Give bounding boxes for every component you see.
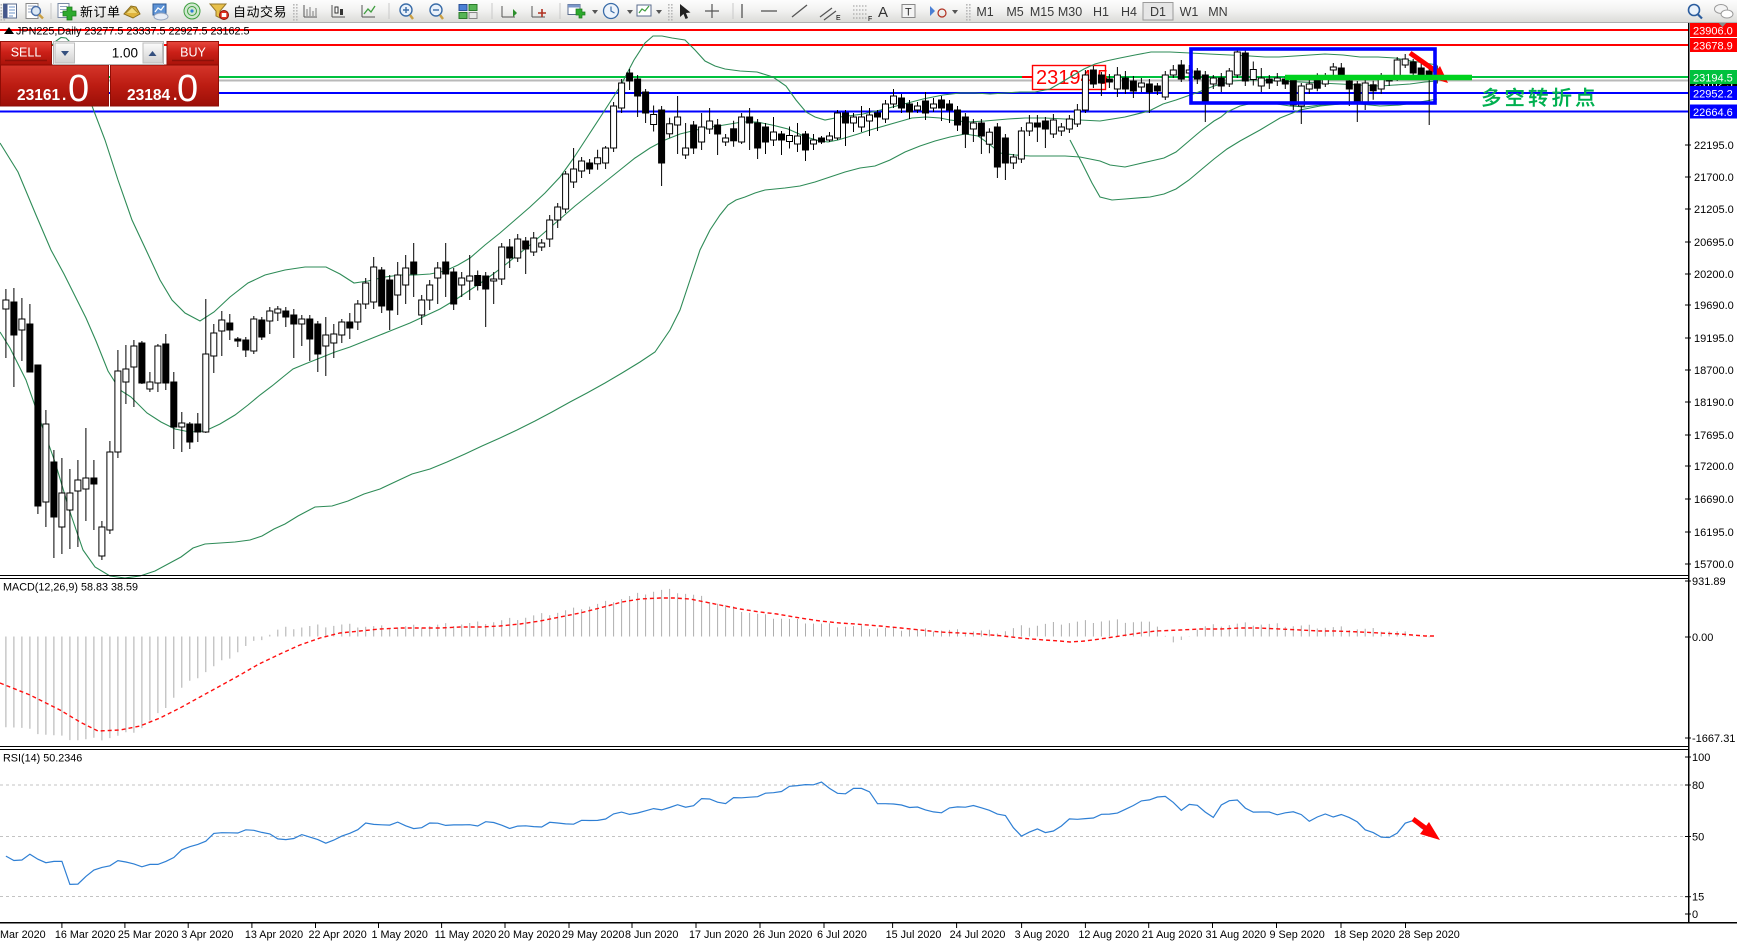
svg-text:16690.0: 16690.0: [1694, 494, 1734, 506]
svg-text:0: 0: [177, 68, 198, 110]
svg-text:5 Mar 2020: 5 Mar 2020: [0, 929, 46, 941]
svg-text:15: 15: [1692, 892, 1704, 904]
svg-text:1 May 2020: 1 May 2020: [372, 929, 428, 941]
svg-text:11 May 2020: 11 May 2020: [435, 929, 497, 941]
svg-text:23194.5: 23194.5: [1036, 67, 1108, 89]
svg-text:18 Sep 2020: 18 Sep 2020: [1334, 929, 1395, 941]
svg-text:8 Jun 2020: 8 Jun 2020: [625, 929, 678, 941]
svg-text:6 Jul 2020: 6 Jul 2020: [817, 929, 867, 941]
svg-text:100: 100: [1692, 752, 1710, 764]
svg-text:22 Apr 2020: 22 Apr 2020: [309, 929, 367, 941]
svg-text:M1: M1: [976, 5, 993, 19]
svg-text:17 Jun 2020: 17 Jun 2020: [689, 929, 748, 941]
svg-text:29 May 2020: 29 May 2020: [562, 929, 624, 941]
svg-text:MACD(12,26,9) 58.83 38.59: MACD(12,26,9) 58.83 38.59: [3, 582, 138, 594]
svg-text:15700.0: 15700.0: [1694, 559, 1734, 571]
svg-text:19690.0: 19690.0: [1694, 300, 1734, 312]
svg-text:.: .: [173, 87, 177, 104]
svg-text:25 Mar 2020: 25 Mar 2020: [118, 929, 179, 941]
svg-text:18700.0: 18700.0: [1694, 365, 1734, 377]
svg-text:3 Apr 2020: 3 Apr 2020: [181, 929, 233, 941]
svg-text:MN: MN: [1208, 5, 1227, 19]
svg-text:16 Mar 2020: 16 Mar 2020: [55, 929, 116, 941]
svg-text:22952.2: 22952.2: [1693, 89, 1733, 101]
svg-text:0: 0: [68, 68, 89, 110]
svg-text:18190.0: 18190.0: [1694, 397, 1734, 409]
svg-text:16195.0: 16195.0: [1694, 527, 1734, 539]
svg-text:H4: H4: [1121, 5, 1137, 19]
svg-text:21205.0: 21205.0: [1694, 204, 1734, 216]
svg-text:1.00: 1.00: [112, 46, 138, 61]
svg-text:0.00: 0.00: [1692, 632, 1713, 644]
svg-text:T: T: [905, 7, 912, 19]
svg-text:JPN225,Daily 23277.5 23337.5: JPN225,Daily 23277.5 23337.5 22927.5 231…: [16, 26, 250, 38]
svg-text:A: A: [878, 4, 888, 21]
svg-text:W1: W1: [1180, 5, 1199, 19]
svg-text:22664.6: 22664.6: [1693, 107, 1733, 119]
svg-text:80: 80: [1692, 780, 1704, 792]
svg-text:22195.0: 22195.0: [1694, 140, 1734, 152]
svg-text:26 Jun 2020: 26 Jun 2020: [753, 929, 812, 941]
svg-text:23906.0: 23906.0: [1693, 26, 1733, 38]
svg-text:17200.0: 17200.0: [1694, 461, 1734, 473]
svg-text:H1: H1: [1093, 5, 1109, 19]
svg-text:M30: M30: [1058, 5, 1082, 19]
svg-text:931.89: 931.89: [1692, 576, 1726, 588]
svg-text:50: 50: [1692, 832, 1704, 844]
svg-text:M5: M5: [1006, 5, 1023, 19]
svg-text:21700.0: 21700.0: [1694, 172, 1734, 184]
svg-text:9 Sep 2020: 9 Sep 2020: [1270, 929, 1325, 941]
svg-text:0: 0: [1692, 909, 1698, 921]
svg-text:17695.0: 17695.0: [1694, 430, 1734, 442]
svg-text:.: .: [62, 87, 66, 104]
svg-text:19195.0: 19195.0: [1694, 333, 1734, 345]
svg-text:E: E: [836, 15, 841, 22]
svg-text:12 Aug 2020: 12 Aug 2020: [1078, 929, 1139, 941]
svg-text:20200.0: 20200.0: [1694, 269, 1734, 281]
svg-text:23161: 23161: [17, 87, 60, 104]
svg-text:24 Jul 2020: 24 Jul 2020: [950, 929, 1006, 941]
svg-text:20 May 2020: 20 May 2020: [498, 929, 560, 941]
svg-text:23184: 23184: [127, 87, 170, 104]
svg-text:31 Aug 2020: 31 Aug 2020: [1206, 929, 1267, 941]
svg-text:13 Apr 2020: 13 Apr 2020: [245, 929, 303, 941]
svg-text:28 Sep 2020: 28 Sep 2020: [1399, 929, 1460, 941]
svg-text:D1: D1: [1150, 5, 1166, 19]
svg-text:3 Aug 2020: 3 Aug 2020: [1015, 929, 1070, 941]
svg-text:RSI(14) 50.2346: RSI(14) 50.2346: [3, 753, 82, 765]
svg-text:20695.0: 20695.0: [1694, 237, 1734, 249]
svg-text:15 Jul 2020: 15 Jul 2020: [886, 929, 942, 941]
svg-text:23194.5: 23194.5: [1693, 73, 1733, 85]
svg-text:-1667.31: -1667.31: [1692, 733, 1735, 745]
svg-text:SELL: SELL: [11, 46, 42, 60]
svg-text:23678.9: 23678.9: [1693, 41, 1733, 53]
svg-text:M15: M15: [1030, 5, 1054, 19]
svg-text:21 Aug 2020: 21 Aug 2020: [1142, 929, 1203, 941]
svg-text:F: F: [868, 16, 872, 23]
svg-text:BUY: BUY: [180, 46, 206, 60]
